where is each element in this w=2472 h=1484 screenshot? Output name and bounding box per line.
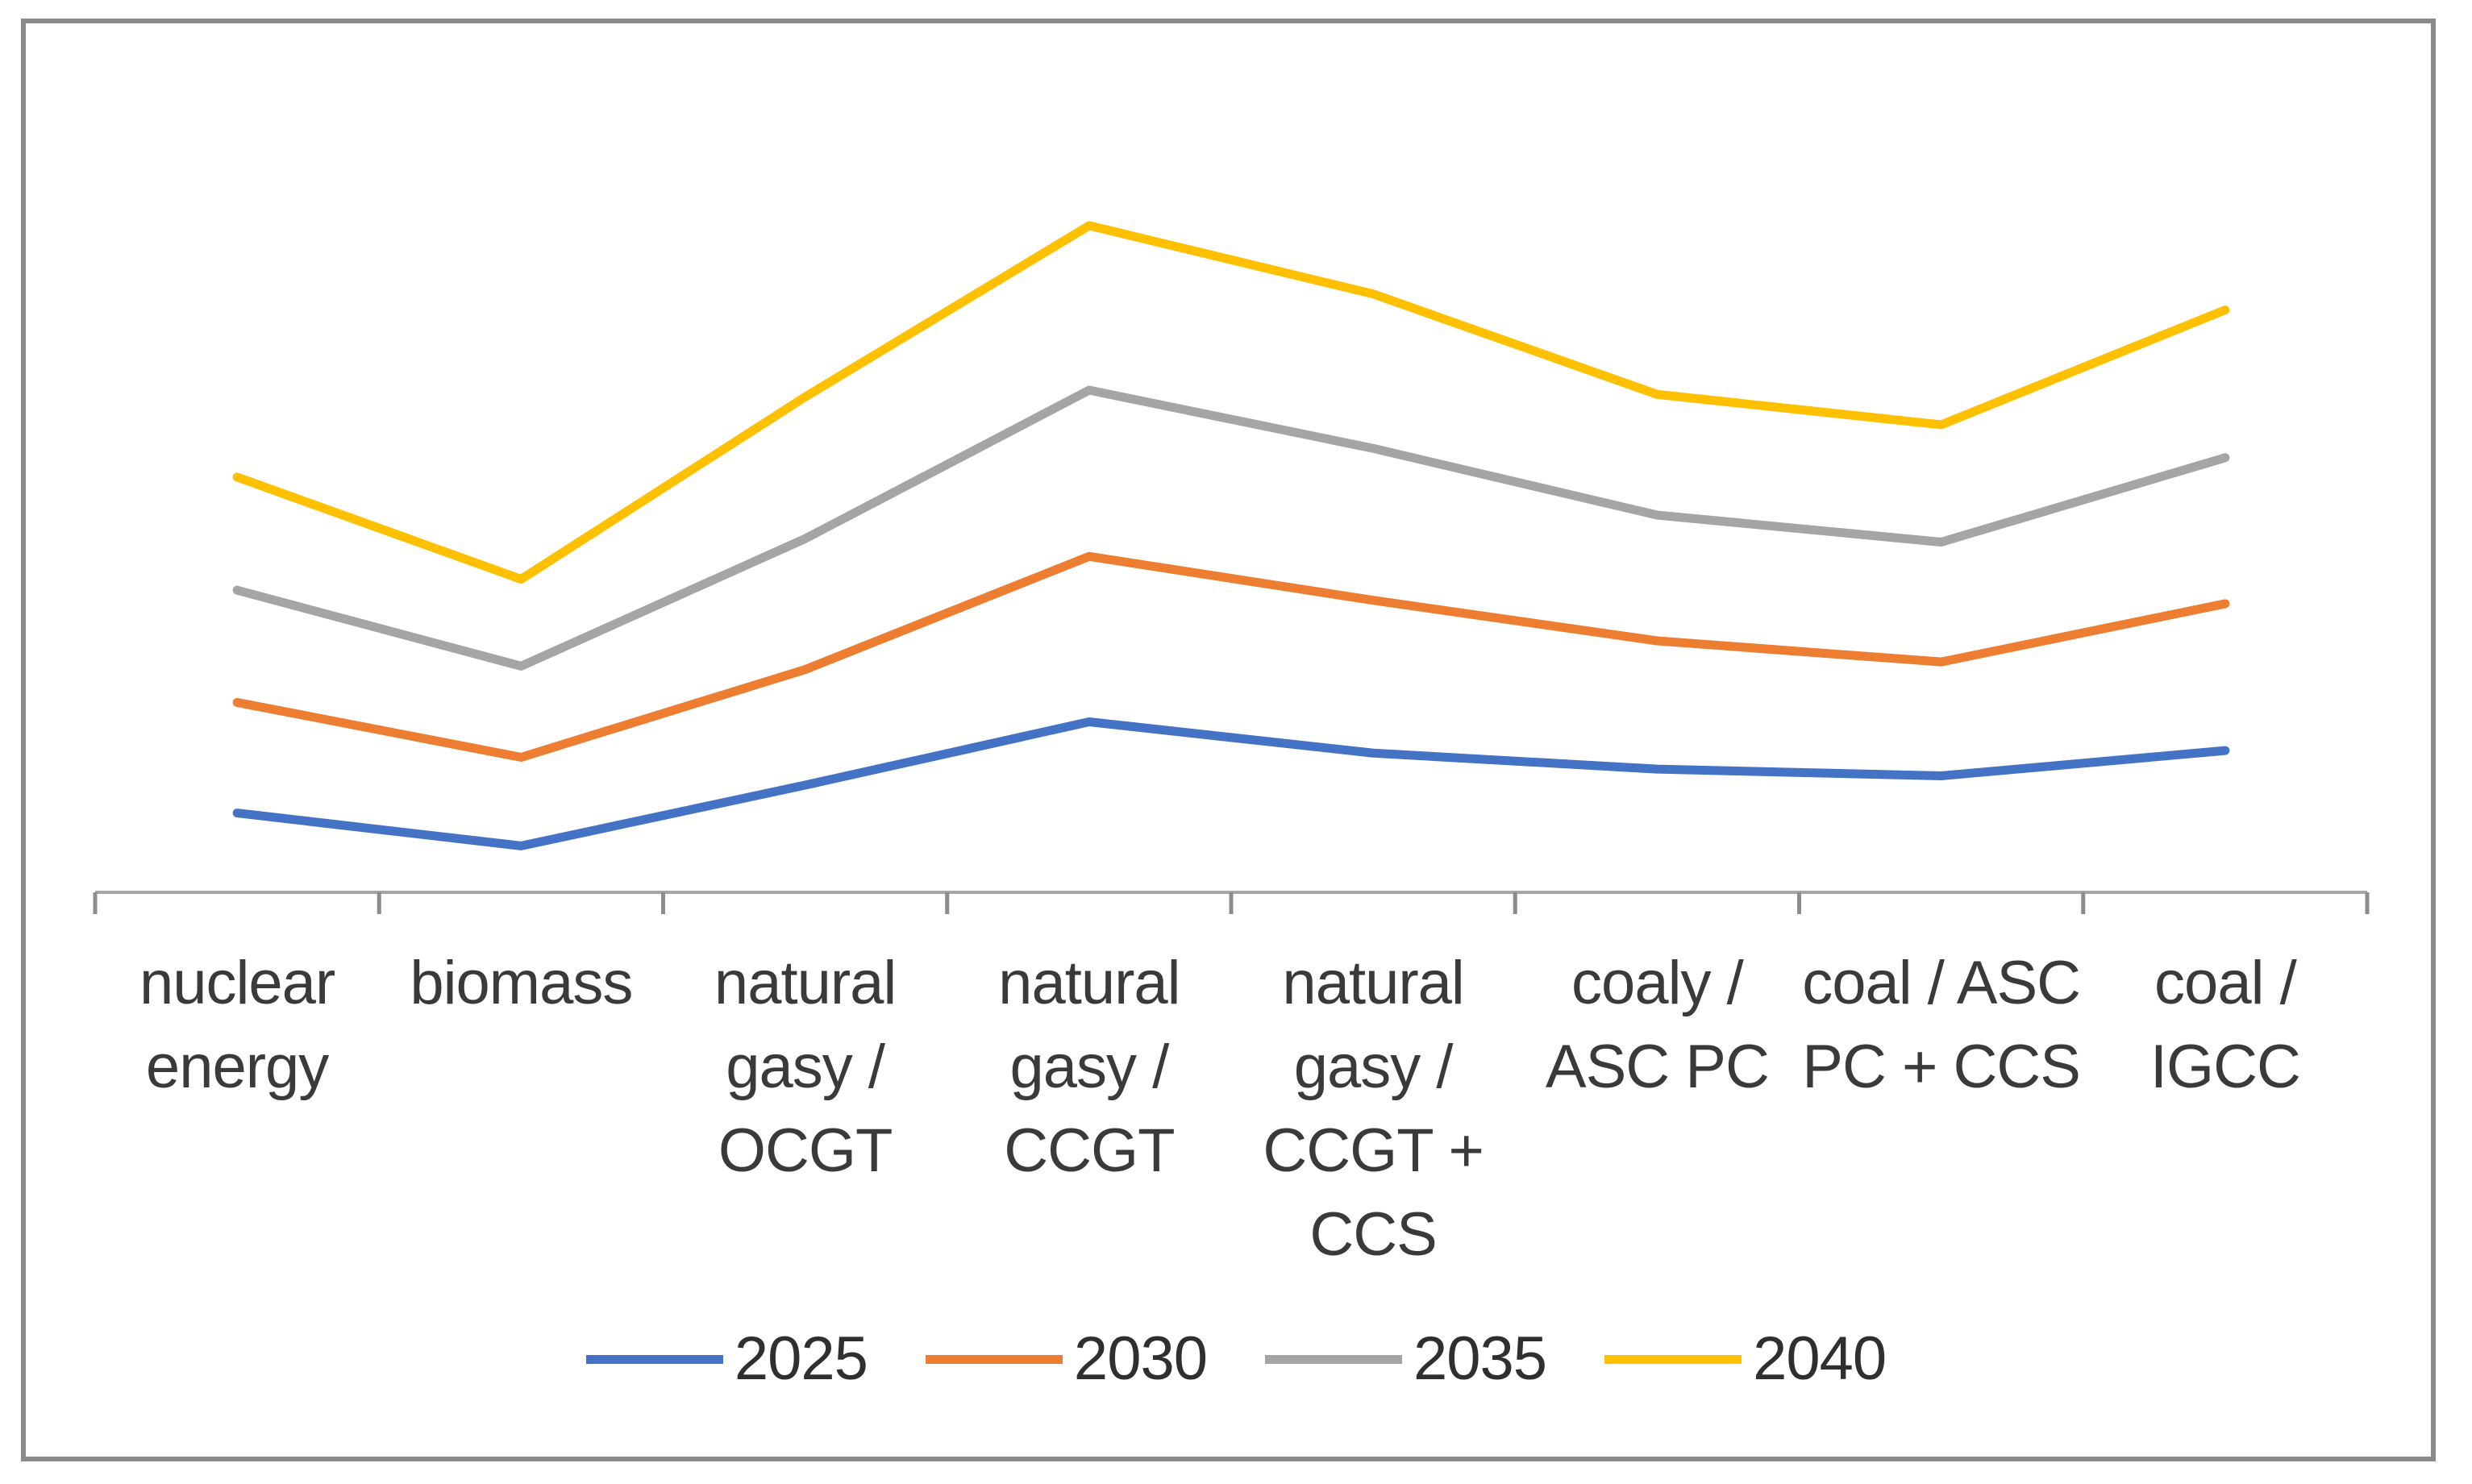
legend-swatch-2030 bbox=[925, 1354, 1063, 1364]
x-axis-label: coaly / ASC PC bbox=[1545, 949, 1770, 1101]
x-axis-label: biomass bbox=[410, 949, 633, 1017]
legend-swatch-2035 bbox=[1265, 1354, 1402, 1364]
series-line-2040 bbox=[232, 221, 2230, 584]
legend-label: 2040 bbox=[1753, 1324, 1887, 1393]
series-line-2025 bbox=[232, 717, 2230, 850]
legend-item-2040: 2040 bbox=[1604, 1324, 1887, 1393]
series-line-2035 bbox=[232, 385, 2230, 671]
x-axis-label: natural gasy / CCGT + CCS bbox=[1263, 949, 1484, 1269]
legend-label: 2030 bbox=[1073, 1324, 1208, 1393]
x-axis-label: natural gasy / OCGT bbox=[714, 949, 897, 1185]
x-axis bbox=[93, 891, 2370, 914]
x-axis-label: natural gasy / CCGT bbox=[998, 949, 1180, 1185]
legend-swatch-2025 bbox=[585, 1354, 723, 1364]
series-line-2030 bbox=[232, 551, 2230, 762]
legend-swatch-2040 bbox=[1604, 1354, 1742, 1364]
x-axis-label: coal / ASC PC + CCS bbox=[1802, 949, 2081, 1101]
legend-item-2030: 2030 bbox=[925, 1324, 1208, 1393]
legend-item-2035: 2035 bbox=[1265, 1324, 1547, 1393]
legend-item-2025: 2025 bbox=[585, 1324, 868, 1393]
series-lines bbox=[232, 221, 2230, 850]
legend-label: 2035 bbox=[1413, 1324, 1547, 1393]
x-axis-label: nuclear energy bbox=[139, 949, 335, 1101]
x-axis-label: coal / IGCC bbox=[2149, 949, 2301, 1101]
legend: 2025 2030 2035 2040 bbox=[0, 1328, 2472, 1390]
legend-label: 2025 bbox=[734, 1324, 868, 1393]
